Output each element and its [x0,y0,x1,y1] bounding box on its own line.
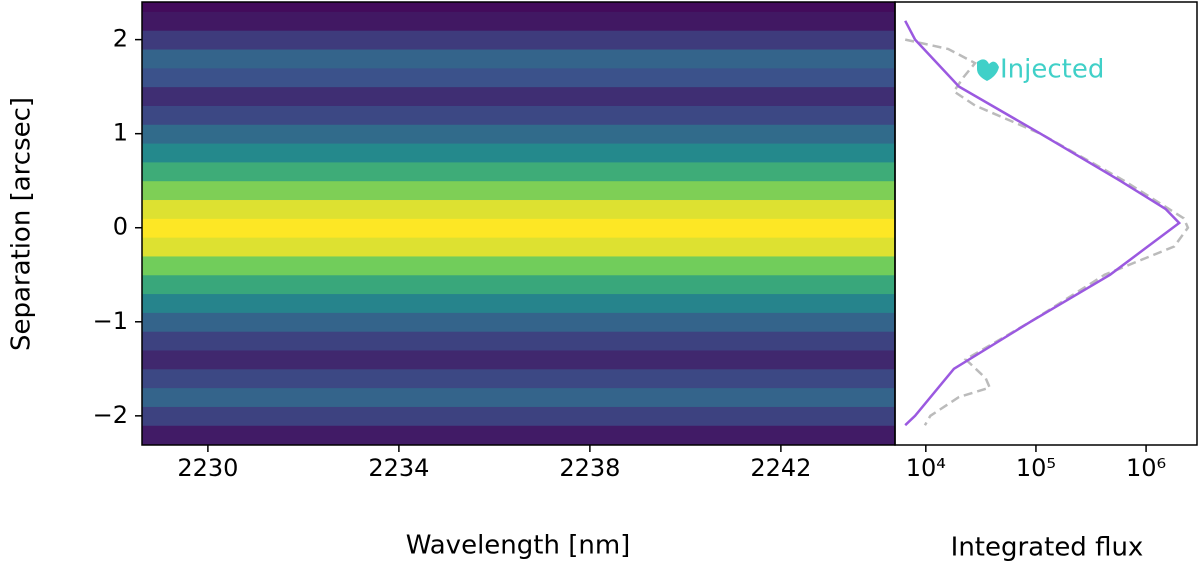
heatmap-cell [142,199,895,219]
heatmap-cell [142,161,895,182]
heatmap-cell [142,48,895,69]
heatmap-cell [142,10,895,31]
heatmap-cell [142,123,895,144]
heatmap-cell [142,67,895,88]
heatmap-cell [142,142,895,163]
x-axis-label: Integrated flux [951,533,1144,563]
heatmap-cell [142,255,895,276]
heatmap-cell [142,349,895,370]
heatmap-cell [142,368,895,389]
x-tick-label: 2234 [368,454,429,482]
x-tick-label: 10⁴ [906,454,946,482]
heatmap-cell [142,236,895,257]
x-tick-label: 2242 [750,454,811,482]
annotation-marker [977,59,999,81]
heatmap-cell [142,405,895,426]
y-tick-label: 2 [113,25,128,53]
heatmap-cell [142,104,895,125]
line [904,38,1190,426]
heatmap-cell [142,330,895,351]
x-tick-label: 2230 [177,454,238,482]
y-tick-label: 0 [113,213,128,241]
x-tick-label: 2238 [559,454,620,482]
heatmap-cell [142,274,895,295]
heatmap-cell [142,424,895,445]
heatmap-cell [142,293,895,313]
x-tick-label: 10⁶ [1126,454,1166,482]
line [904,20,1182,427]
x-tick-label: 10⁵ [1016,454,1056,482]
x-axis-label: Wavelength [nm] [406,531,631,561]
heatmap-cell [142,180,895,201]
heatmap-cell [142,1,895,12]
heatmap-cell [142,311,895,332]
heatmap-cell [142,86,895,106]
y-tick-label: −2 [93,401,128,429]
heatmap-cell [142,217,895,238]
y-axis-label: Separation [arcsec] [7,97,37,351]
y-tick-label: 1 [113,119,128,147]
heatmap-cell [142,29,895,50]
y-tick-label: −1 [93,307,128,335]
annotation: Injected [1000,55,1104,85]
plot-frame [894,1,1198,446]
heatmap-cell [142,387,895,407]
